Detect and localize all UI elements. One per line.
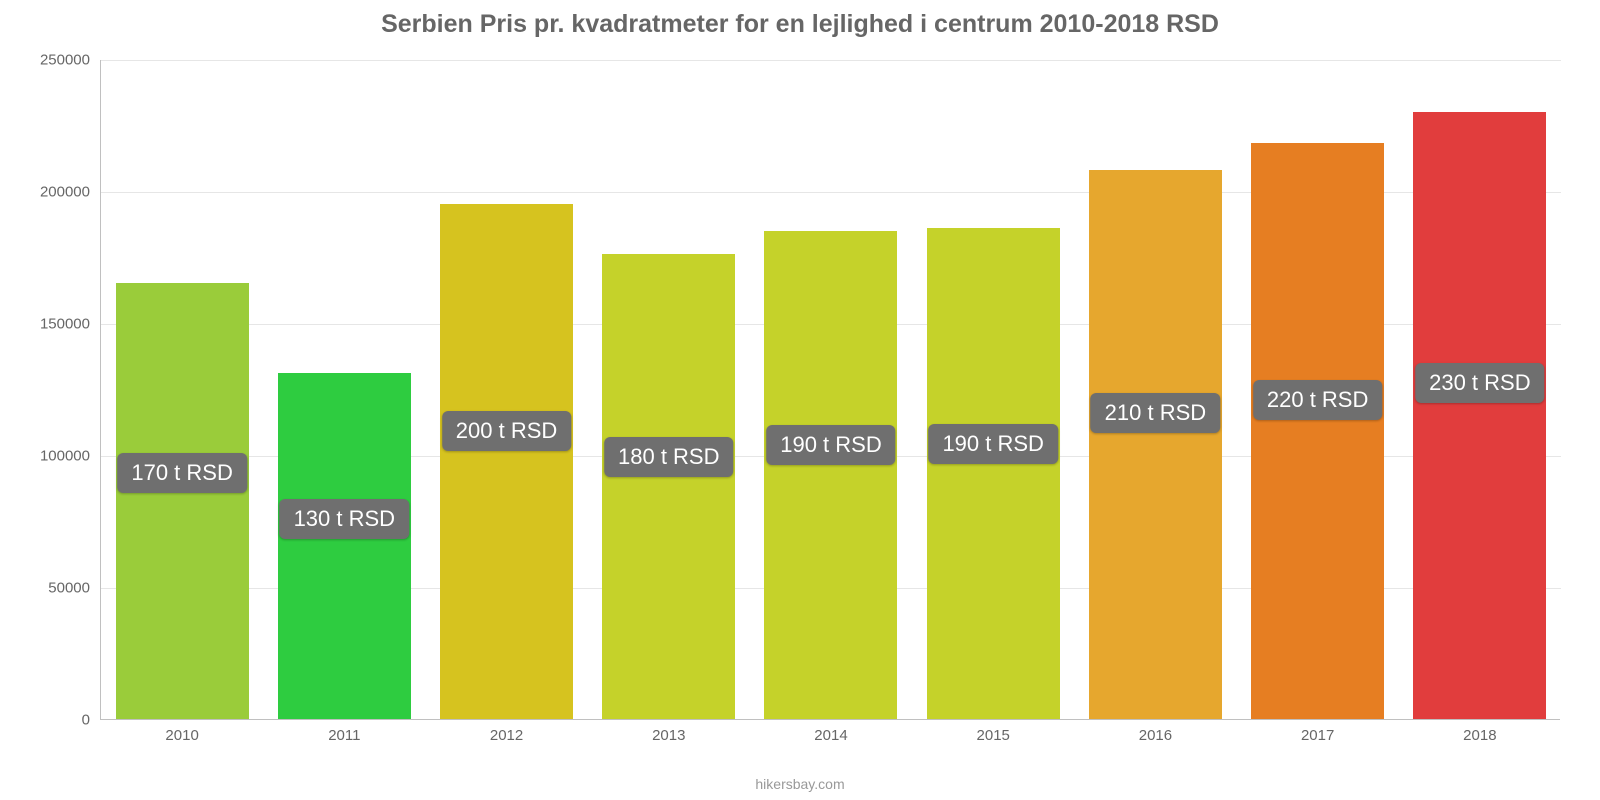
bar: 180 t RSD — [602, 254, 735, 719]
value-badge: 190 t RSD — [928, 424, 1058, 464]
y-axis-label: 200000 — [10, 184, 90, 201]
source-attribution: hikersbay.com — [755, 776, 844, 792]
bar-slot: 200 t RSD2012 — [425, 59, 587, 719]
bar-slot: 130 t RSD2011 — [263, 59, 425, 719]
bar-slot: 180 t RSD2013 — [588, 59, 750, 719]
value-badge: 210 t RSD — [1091, 393, 1221, 433]
x-axis-label: 2012 — [490, 727, 523, 744]
y-axis-label: 100000 — [10, 448, 90, 465]
value-badge: 220 t RSD — [1253, 380, 1383, 420]
value-badge: 200 t RSD — [442, 411, 572, 451]
bar: 210 t RSD — [1089, 170, 1222, 719]
x-axis-label: 2016 — [1139, 727, 1172, 744]
bar-slot: 170 t RSD2010 — [101, 59, 263, 719]
bar: 190 t RSD — [764, 231, 897, 719]
bar: 200 t RSD — [440, 204, 573, 719]
chart-area: 170 t RSD2010130 t RSD2011200 t RSD20121… — [100, 60, 1560, 740]
bar: 130 t RSD — [278, 373, 411, 719]
bar-slot: 220 t RSD2017 — [1237, 59, 1399, 719]
bar: 220 t RSD — [1251, 143, 1384, 719]
bars-container: 170 t RSD2010130 t RSD2011200 t RSD20121… — [101, 59, 1561, 719]
x-axis-label: 2011 — [328, 727, 360, 744]
plot-region: 170 t RSD2010130 t RSD2011200 t RSD20121… — [100, 60, 1560, 720]
y-axis-label: 0 — [10, 712, 90, 729]
bar-slot: 230 t RSD2018 — [1399, 59, 1561, 719]
x-axis-label: 2018 — [1463, 727, 1496, 744]
x-axis-label: 2015 — [977, 727, 1010, 744]
bar-slot: 190 t RSD2015 — [912, 59, 1074, 719]
value-badge: 130 t RSD — [280, 499, 410, 539]
y-axis-label: 250000 — [10, 52, 90, 69]
value-badge: 180 t RSD — [604, 437, 734, 477]
bar: 190 t RSD — [927, 228, 1060, 719]
bar: 230 t RSD — [1413, 112, 1546, 719]
y-axis-label: 50000 — [10, 580, 90, 597]
x-axis-label: 2013 — [652, 727, 685, 744]
chart-title: Serbien Pris pr. kvadratmeter for en lej… — [0, 0, 1600, 39]
bar-slot: 210 t RSD2016 — [1074, 59, 1236, 719]
x-axis-label: 2014 — [814, 727, 847, 744]
bar: 170 t RSD — [116, 283, 249, 719]
value-badge: 230 t RSD — [1415, 363, 1545, 403]
x-axis-label: 2017 — [1301, 727, 1334, 744]
value-badge: 190 t RSD — [766, 425, 896, 465]
bar-slot: 190 t RSD2014 — [750, 59, 912, 719]
x-axis-label: 2010 — [165, 727, 198, 744]
y-axis-label: 150000 — [10, 316, 90, 333]
value-badge: 170 t RSD — [117, 453, 247, 493]
